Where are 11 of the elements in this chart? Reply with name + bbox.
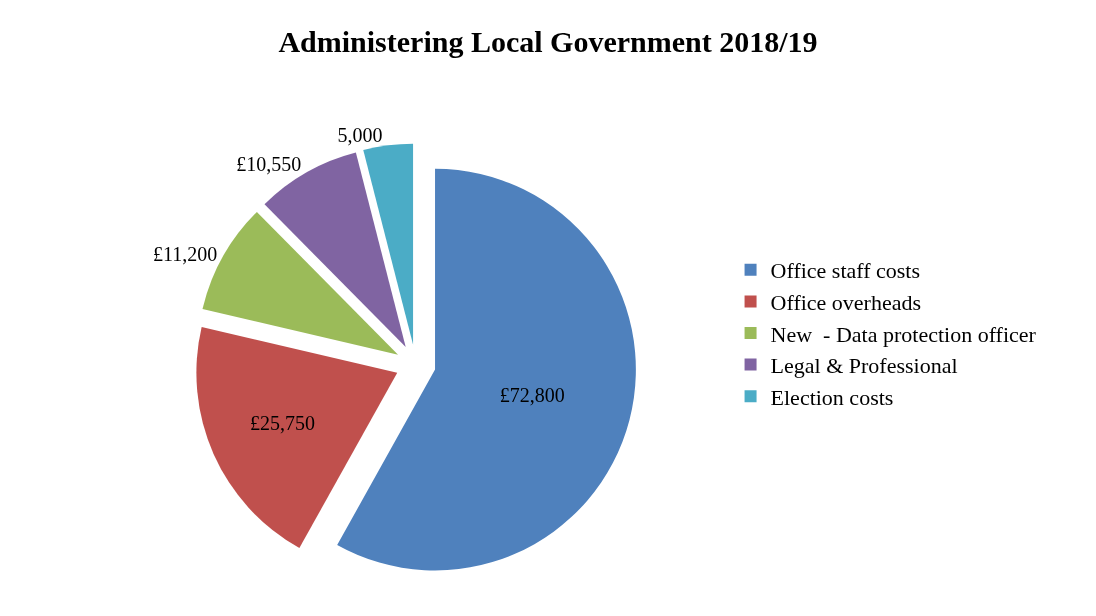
- data-label: 5,000: [337, 123, 383, 146]
- legend-label: Office staff costs: [770, 258, 921, 284]
- data-label: £11,200: [153, 243, 218, 266]
- legend-label: Election costs: [770, 384, 894, 410]
- data-label: £72,800: [499, 383, 565, 406]
- legend-label: New - Data protection officer: [770, 321, 1037, 347]
- legend-label: Office overheads: [770, 289, 922, 315]
- data-label: £25,750: [250, 412, 316, 435]
- data-label: £10,550: [236, 152, 302, 175]
- legend-label: Legal & Professional: [770, 353, 958, 379]
- chart-title: Administering Local Government 2018/19: [278, 24, 818, 58]
